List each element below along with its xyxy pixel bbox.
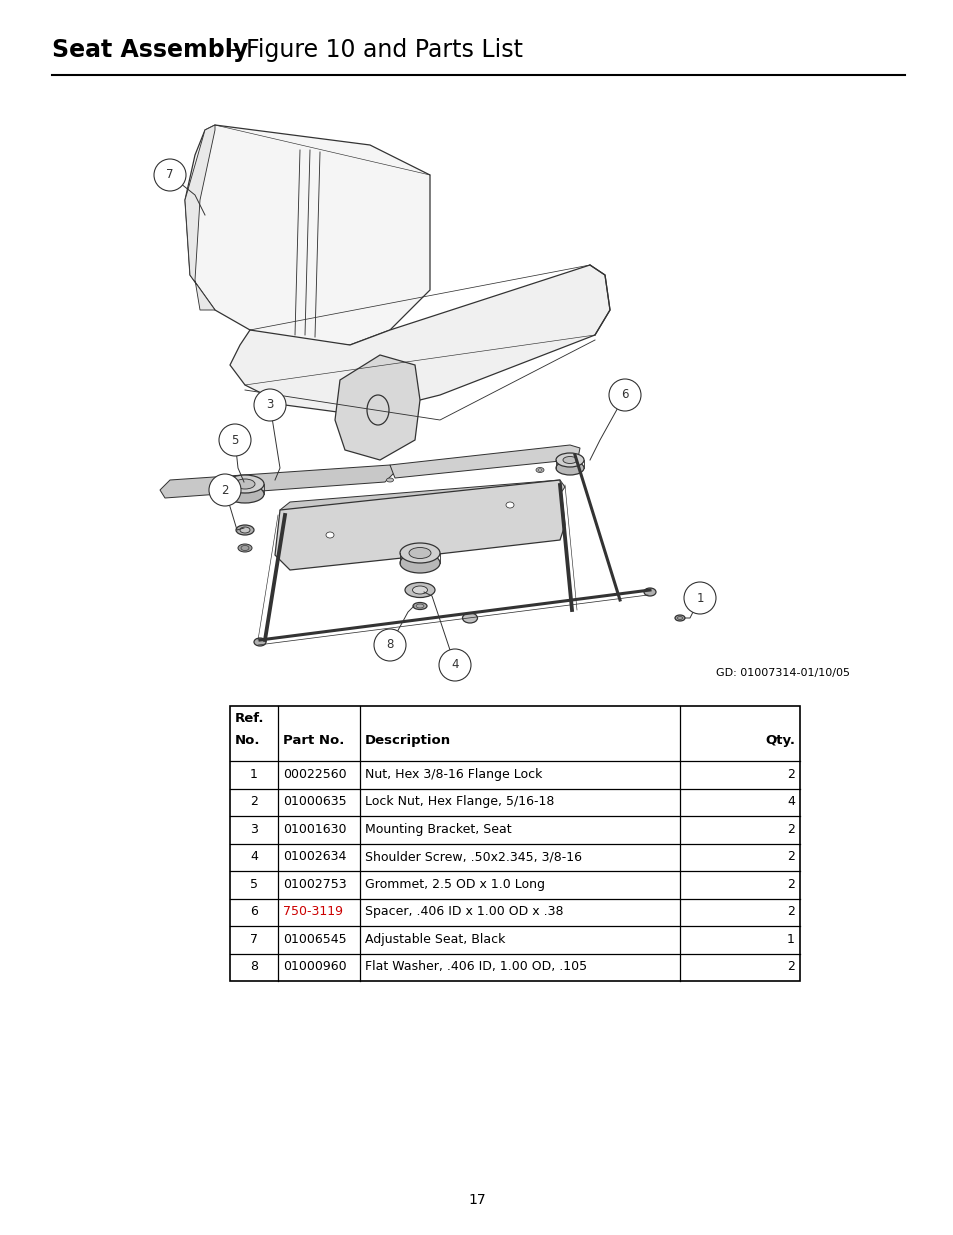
Ellipse shape [562, 457, 577, 463]
Circle shape [608, 379, 640, 411]
Text: 01000635: 01000635 [283, 795, 346, 808]
Circle shape [683, 582, 716, 614]
Ellipse shape [412, 585, 427, 594]
Ellipse shape [240, 527, 250, 534]
Text: 6: 6 [620, 389, 628, 401]
Text: Grommet, 2.5 OD x 1.0 Long: Grommet, 2.5 OD x 1.0 Long [365, 878, 544, 890]
Ellipse shape [235, 525, 253, 535]
Text: 5: 5 [231, 433, 238, 447]
Text: 01002753: 01002753 [283, 878, 346, 890]
Text: 8: 8 [250, 960, 257, 973]
Ellipse shape [399, 553, 439, 573]
Ellipse shape [556, 461, 583, 475]
Text: 4: 4 [451, 658, 458, 672]
Text: 2: 2 [786, 850, 794, 863]
Ellipse shape [237, 543, 252, 552]
Text: 1: 1 [250, 768, 257, 781]
Bar [230, 706, 800, 981]
Text: 01002634: 01002634 [283, 850, 346, 863]
Text: 2: 2 [786, 768, 794, 781]
Text: 3: 3 [266, 399, 274, 411]
Polygon shape [185, 125, 430, 345]
Polygon shape [230, 266, 609, 415]
Ellipse shape [226, 475, 264, 493]
Text: 2: 2 [786, 905, 794, 918]
Text: Shoulder Screw, .50x2.345, 3/8-16: Shoulder Screw, .50x2.345, 3/8-16 [365, 850, 581, 863]
Polygon shape [160, 466, 395, 498]
Text: 17: 17 [468, 1193, 485, 1207]
Ellipse shape [643, 588, 656, 597]
Ellipse shape [399, 543, 439, 563]
Text: 00022560: 00022560 [283, 768, 346, 781]
Ellipse shape [226, 485, 264, 503]
Ellipse shape [234, 479, 254, 489]
Ellipse shape [675, 615, 684, 621]
Ellipse shape [386, 478, 393, 482]
Text: 4: 4 [250, 850, 257, 863]
Text: GD: 01007314-01/10/05: GD: 01007314-01/10/05 [716, 668, 849, 678]
Text: 2: 2 [221, 483, 229, 496]
Text: 5: 5 [250, 878, 257, 890]
Circle shape [209, 474, 241, 506]
Ellipse shape [409, 547, 431, 558]
Text: Mounting Bracket, Seat: Mounting Bracket, Seat [365, 823, 511, 836]
Ellipse shape [253, 638, 266, 646]
Text: 7: 7 [250, 932, 257, 946]
Text: - Figure 10 and Parts List: - Figure 10 and Parts List [230, 38, 522, 62]
Text: 01006545: 01006545 [283, 932, 346, 946]
Ellipse shape [462, 613, 477, 622]
Text: 1: 1 [786, 932, 794, 946]
Circle shape [374, 629, 406, 661]
Text: 4: 4 [786, 795, 794, 808]
Text: Adjustable Seat, Black: Adjustable Seat, Black [365, 932, 505, 946]
Text: 2: 2 [786, 960, 794, 973]
Circle shape [153, 159, 186, 191]
Text: Description: Description [365, 734, 451, 747]
Text: Flat Washer, .406 ID, 1.00 OD, .105: Flat Washer, .406 ID, 1.00 OD, .105 [365, 960, 586, 973]
Text: Spacer, .406 ID x 1.00 OD x .38: Spacer, .406 ID x 1.00 OD x .38 [365, 905, 563, 918]
Text: Lock Nut, Hex Flange, 5/16-18: Lock Nut, Hex Flange, 5/16-18 [365, 795, 554, 808]
Text: 1: 1 [696, 592, 703, 604]
Text: 750-3119: 750-3119 [283, 905, 343, 918]
Text: Part No.: Part No. [283, 734, 344, 747]
Circle shape [219, 424, 251, 456]
Text: 01001630: 01001630 [283, 823, 346, 836]
Text: Seat Assembly: Seat Assembly [52, 38, 248, 62]
Text: 8: 8 [386, 638, 394, 652]
Polygon shape [390, 445, 579, 478]
Circle shape [253, 389, 286, 421]
Polygon shape [280, 480, 564, 516]
Text: No.: No. [234, 734, 260, 747]
Text: 2: 2 [786, 823, 794, 836]
Polygon shape [185, 125, 214, 310]
Polygon shape [335, 354, 419, 459]
Text: 7: 7 [166, 168, 173, 182]
Ellipse shape [405, 583, 435, 598]
Text: Qty.: Qty. [764, 734, 794, 747]
Text: 2: 2 [786, 878, 794, 890]
Ellipse shape [326, 532, 334, 538]
Text: 2: 2 [250, 795, 257, 808]
Text: 6: 6 [250, 905, 257, 918]
Ellipse shape [556, 453, 583, 467]
Polygon shape [274, 480, 564, 571]
Text: Nut, Hex 3/8-16 Flange Lock: Nut, Hex 3/8-16 Flange Lock [365, 768, 542, 781]
Text: Ref.: Ref. [234, 713, 264, 725]
Text: 3: 3 [250, 823, 257, 836]
Ellipse shape [413, 603, 427, 610]
Ellipse shape [536, 468, 543, 473]
Ellipse shape [505, 501, 514, 508]
Text: 01000960: 01000960 [283, 960, 346, 973]
Circle shape [438, 650, 471, 680]
